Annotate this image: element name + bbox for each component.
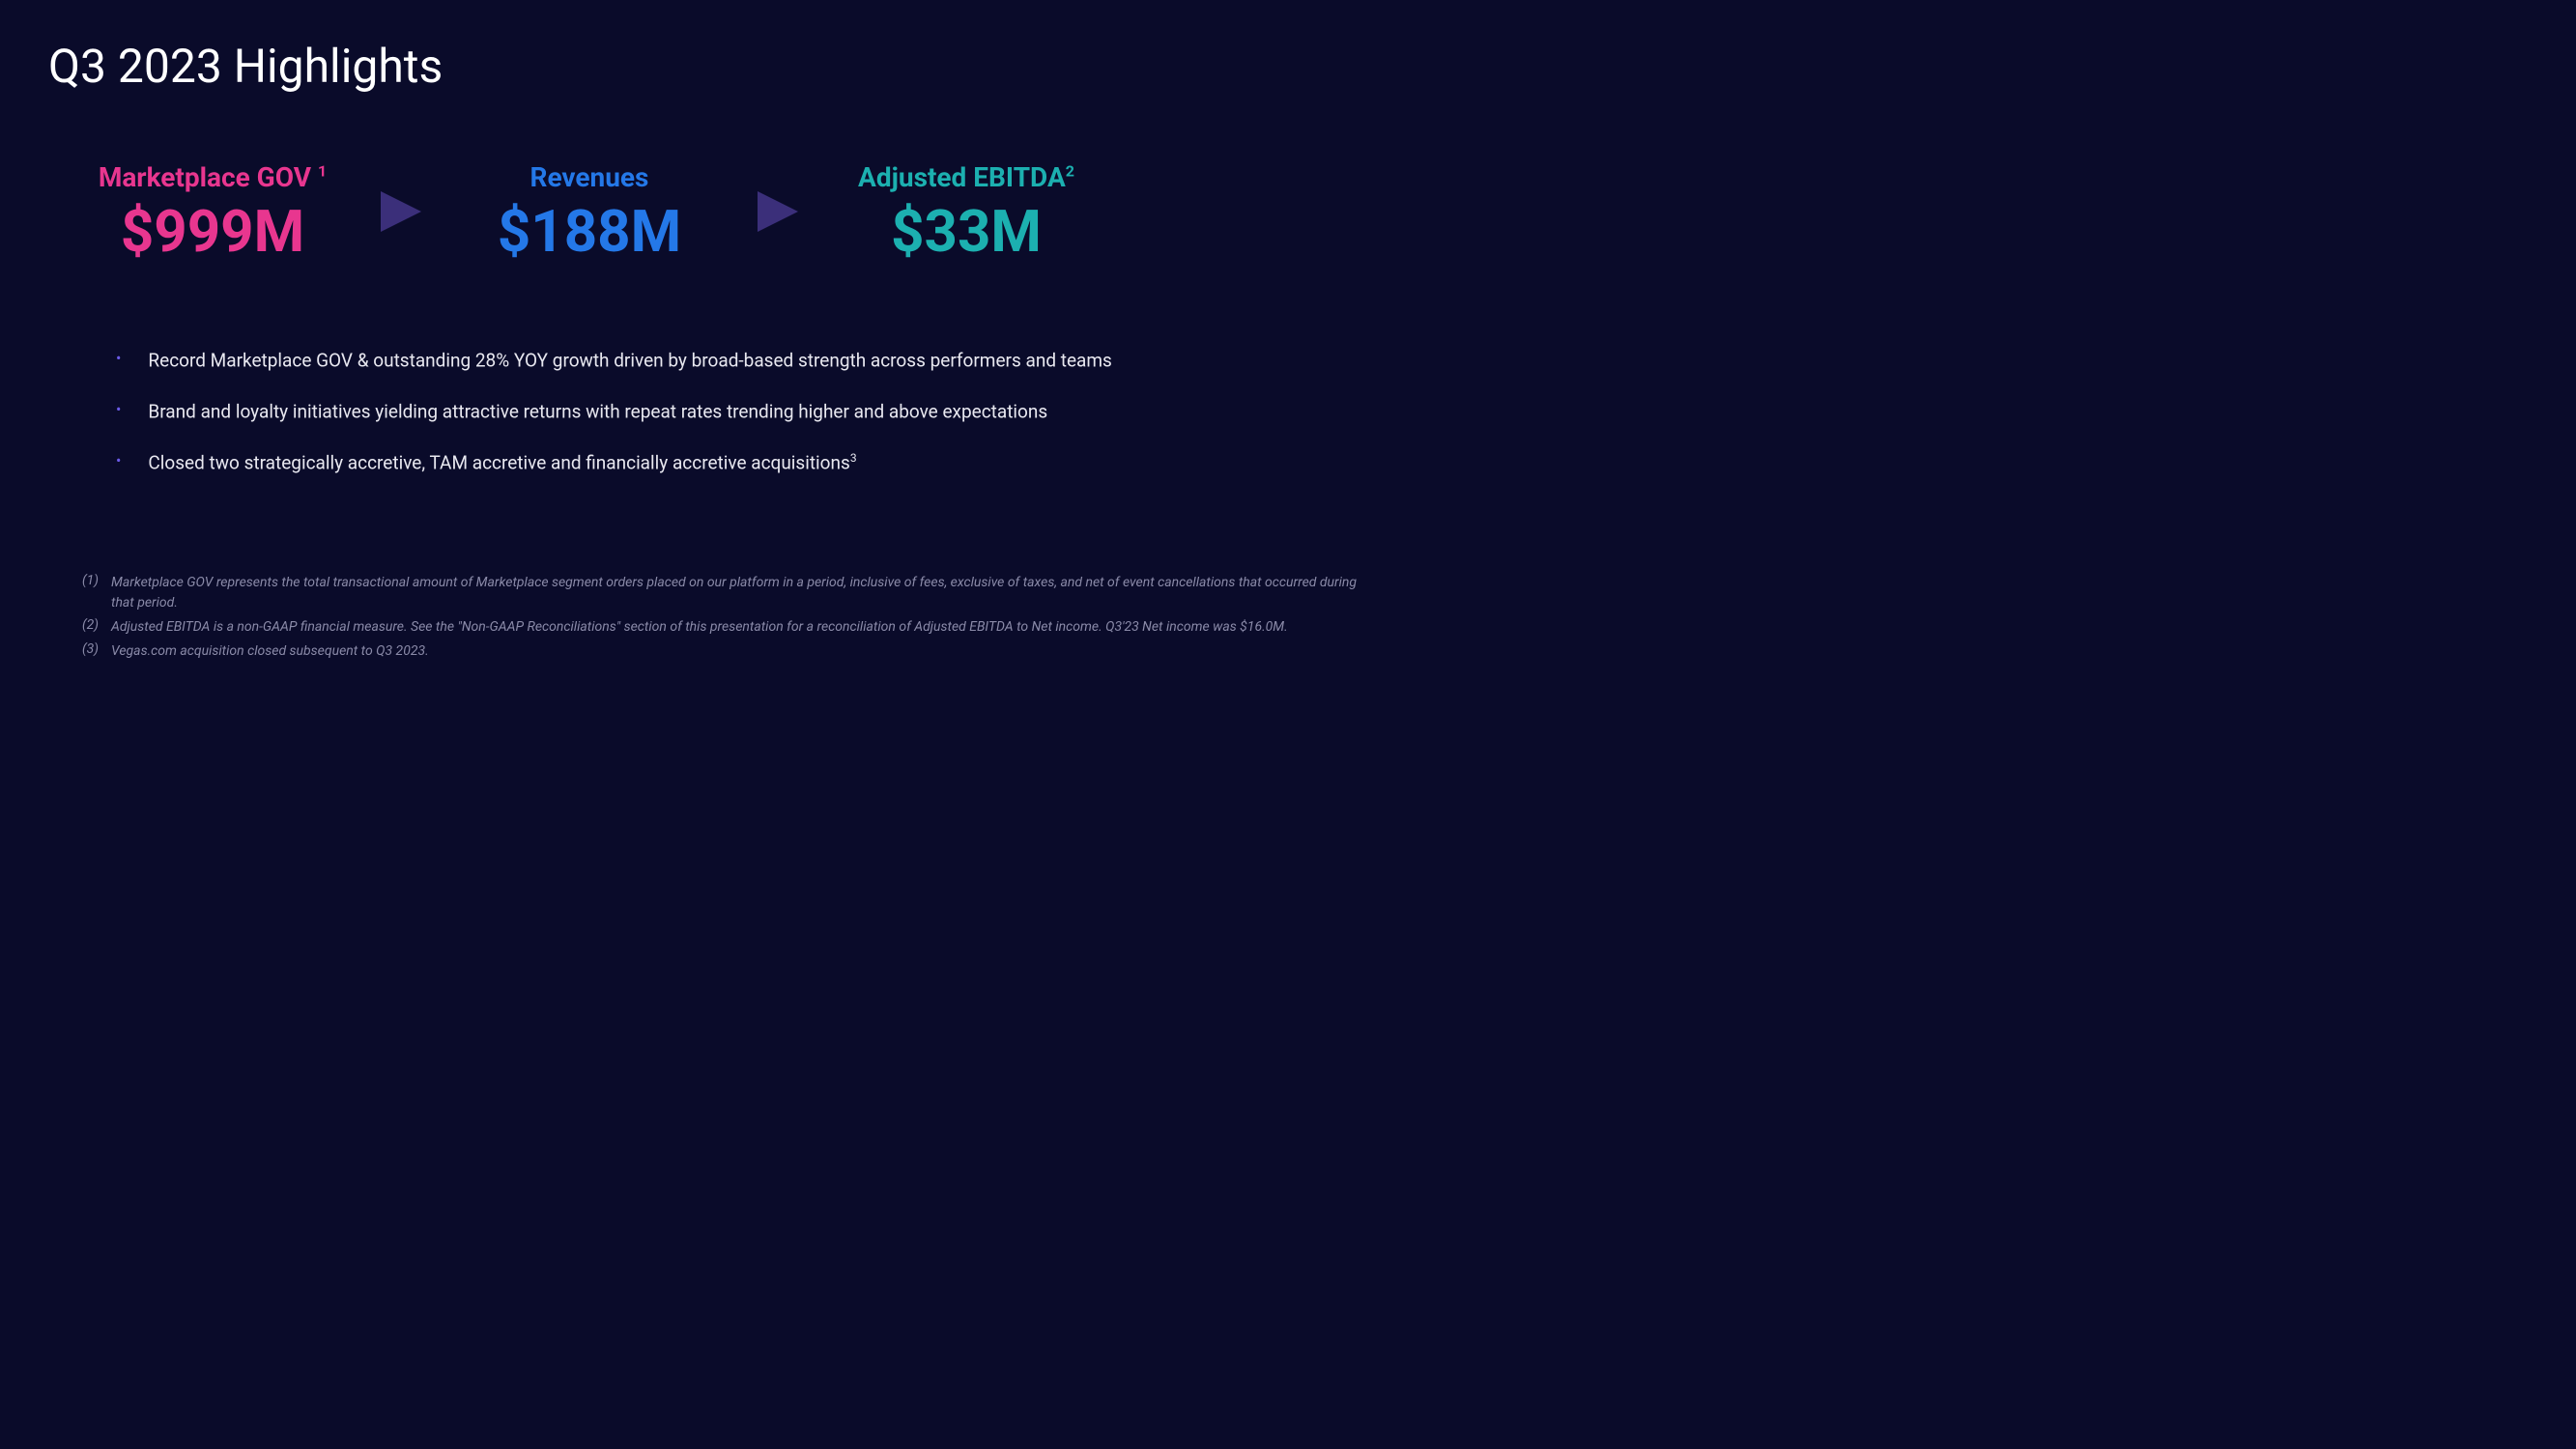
footnote-num: (1) [82, 573, 101, 588]
bullet-marker-icon: • [116, 450, 121, 471]
page-title: Q3 2023 Highlights [48, 39, 1433, 94]
footnote-num: (2) [82, 617, 101, 633]
metric-label-text: Revenues [530, 161, 649, 193]
bullet-marker-icon: • [116, 399, 121, 420]
metric-label: Revenues [530, 161, 649, 193]
bullet-text: Closed two strategically accretive, TAM … [148, 450, 856, 476]
bullet-text-content: Brand and loyalty initiatives yielding a… [148, 400, 1047, 422]
metric-label-text: Adjusted EBITDA [858, 161, 1066, 193]
bullet-text: Brand and loyalty initiatives yielding a… [148, 399, 1047, 425]
metric-label-sup: 1 [318, 162, 327, 181]
bullet-text: Record Marketplace GOV & outstanding 28%… [148, 348, 1111, 374]
metric-value: $33M [891, 203, 1042, 261]
arrow-icon [367, 183, 435, 241]
metric-label-text: Marketplace GOV [99, 161, 318, 193]
bullet-text-content: Closed two strategically accretive, TAM … [148, 451, 849, 473]
metric-label: Adjusted EBITDA2 [858, 161, 1074, 193]
metric-label-sup: 2 [1066, 162, 1074, 181]
footnote-text: Adjusted EBITDA is a non-GAAP financial … [111, 617, 1288, 638]
bullet-item: • Brand and loyalty initiatives yielding… [116, 399, 1433, 425]
footnote-item: (2) Adjusted EBITDA is a non-GAAP financ… [82, 617, 1380, 638]
bullet-item: • Closed two strategically accretive, TA… [116, 450, 1433, 476]
metric-value: $999M [121, 203, 304, 261]
metric-revenues: Revenues $188M [454, 152, 725, 270]
footnote-item: (1) Marketplace GOV represents the total… [82, 573, 1380, 613]
metrics-row: Marketplace GOV 1 $999M Revenues $188M A… [48, 152, 1433, 270]
bullet-text-content: Record Marketplace GOV & outstanding 28%… [148, 349, 1111, 371]
bullets-list: • Record Marketplace GOV & outstanding 2… [48, 348, 1433, 476]
arrow-icon [744, 183, 812, 241]
metric-value: $188M [498, 203, 681, 261]
metric-label: Marketplace GOV 1 [99, 161, 327, 193]
footnote-item: (3) Vegas.com acquisition closed subsequ… [82, 641, 1380, 662]
bullet-marker-icon: • [116, 348, 121, 369]
footnotes-list: (1) Marketplace GOV represents the total… [48, 573, 1433, 662]
bullet-sup: 3 [850, 451, 857, 465]
metric-adjusted-ebitda: Adjusted EBITDA2 $33M [831, 152, 1102, 270]
footnote-text: Marketplace GOV represents the total tra… [111, 573, 1380, 613]
footnote-text: Vegas.com acquisition closed subsequent … [111, 641, 429, 662]
bullet-item: • Record Marketplace GOV & outstanding 2… [116, 348, 1433, 374]
metric-marketplace-gov: Marketplace GOV 1 $999M [77, 152, 348, 270]
footnote-num: (3) [82, 641, 101, 657]
